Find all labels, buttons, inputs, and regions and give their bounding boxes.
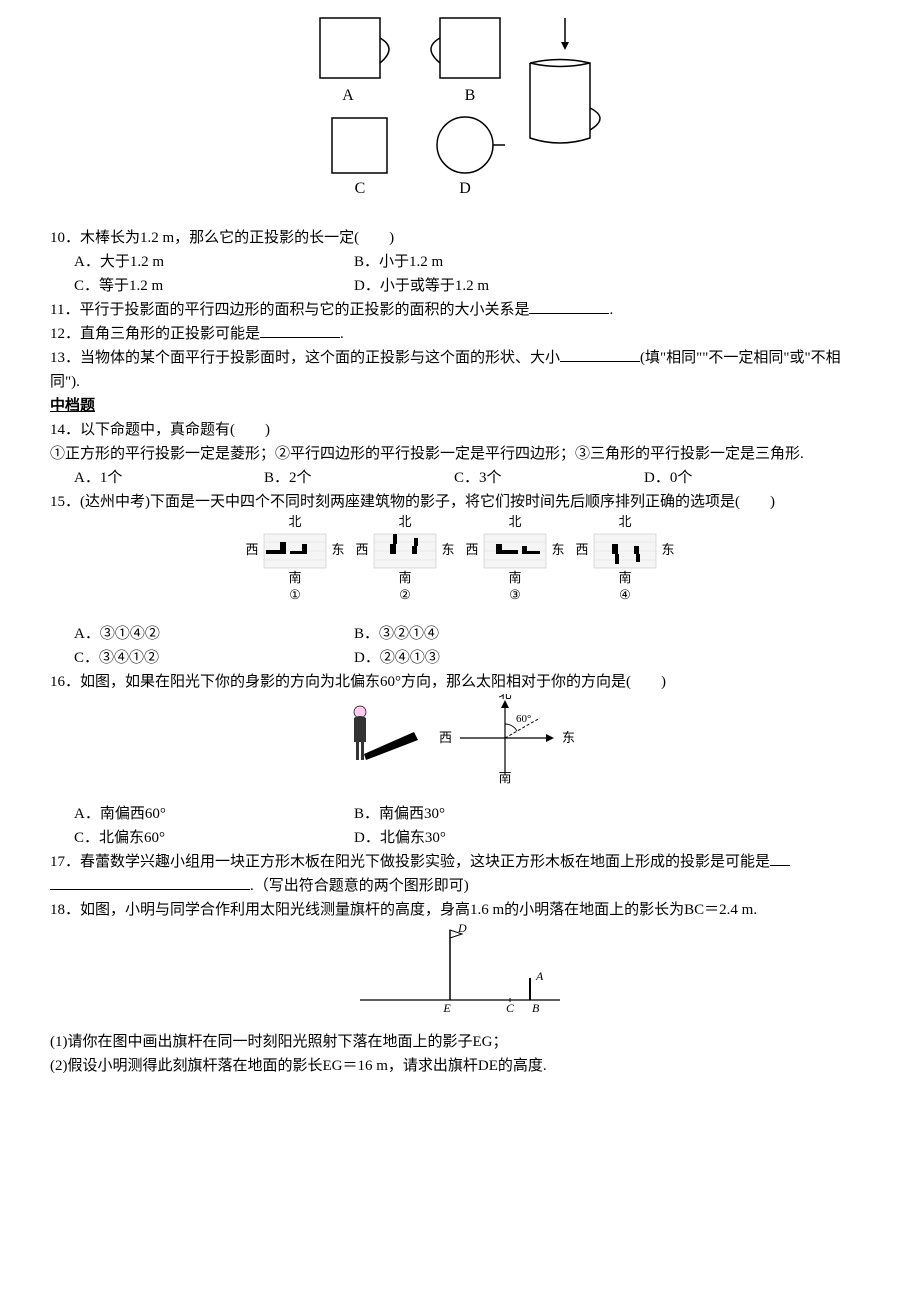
q10-opt-c: C．等于1.2 m: [74, 274, 354, 298]
svg-text:西: 西: [575, 542, 588, 557]
svg-text:东: 东: [331, 542, 344, 557]
q14-opt-b: B．2个: [264, 466, 454, 490]
q16-figure: 北 南 东 西 60°: [50, 694, 870, 792]
q17-blank-2: [50, 875, 250, 890]
svg-text:A: A: [342, 87, 354, 104]
q15-opt-c: C．③④①②: [74, 646, 354, 670]
svg-text:南: 南: [498, 770, 511, 784]
q10-opt-b: B．小于1.2 m: [354, 250, 634, 274]
q15-opt-b: B．③②①④: [354, 622, 634, 646]
q15-text: 15．(达州中考)下面是一天中四个不同时刻两座建筑物的影子，将它们按时间先后顺序…: [50, 490, 870, 514]
svg-text:北: 北: [398, 514, 411, 529]
svg-text:北: 北: [288, 514, 301, 529]
q17-post: .（写出符合题意的两个图形即可): [250, 878, 469, 894]
q10-opt-d: D．小于或等于1.2 m: [354, 274, 634, 298]
q15-opt-d: D．②④①③: [354, 646, 634, 670]
svg-text:60°: 60°: [516, 713, 531, 725]
svg-text:西: 西: [355, 542, 368, 557]
q15-options-2: C．③④①② D．②④①③: [74, 646, 870, 670]
q16-options: A．南偏西60° B．南偏西30°: [74, 802, 870, 826]
q11: 11．平行于投影面的平行四边形的面积与它的正投影的面积的大小关系是.: [50, 298, 870, 322]
q10-opt-a: A．大于1.2 m: [74, 250, 354, 274]
q16-opt-c: C．北偏东60°: [74, 826, 354, 850]
svg-text:C: C: [506, 1001, 515, 1012]
section-mid-title: 中档题: [50, 394, 870, 418]
svg-text:南: 南: [288, 570, 301, 585]
svg-text:西: 西: [439, 730, 452, 745]
svg-text:北: 北: [618, 514, 631, 529]
q18-figure: D E A B C: [50, 922, 870, 1020]
q14-text: 14．以下命题中，真命题有( ): [50, 418, 870, 442]
q18-sub1: (1)请你在图中画出旗杆在同一时刻阳光照射下落在地面上的影子EG；: [50, 1030, 870, 1054]
q15-figure: 北 西 东 南 ① 北 西 东 南: [50, 514, 870, 612]
q16-text: 16．如图，如果在阳光下你的身影的方向为北偏东60°方向，那么太阳相对于你的方向…: [50, 670, 870, 694]
cups-diagram: A B C D: [310, 8, 610, 208]
q9-figure: A B C D: [50, 8, 870, 216]
q13-pre: 13．当物体的某个面平行于投影面时，这个面的正投影与这个面的形状、大小: [50, 350, 560, 366]
q12: 12．直角三角形的正投影可能是.: [50, 322, 870, 346]
svg-text:②: ②: [399, 587, 411, 602]
svg-text:东: 东: [562, 730, 575, 745]
svg-text:③: ③: [509, 587, 521, 602]
q12-post: .: [340, 326, 344, 342]
q11-post: .: [609, 302, 613, 318]
svg-text:东: 东: [661, 542, 674, 557]
q14-statements: ①正方形的平行投影一定是菱形；②平行四边形的平行投影一定是平行四边形；③三角形的…: [50, 442, 870, 466]
svg-text:C: C: [355, 180, 366, 197]
svg-text:西: 西: [245, 542, 258, 557]
svg-text:D: D: [457, 922, 467, 935]
q14-opt-a: A．1个: [74, 466, 264, 490]
svg-text:北: 北: [508, 514, 521, 529]
q10-text: 10．木棒长为1.2 m，那么它的正投影的长一定( ): [50, 226, 870, 250]
svg-text:西: 西: [465, 542, 478, 557]
q18-sub2: (2)假设小明测得此刻旗杆落在地面的影长EG＝16 m，请求出旗杆DE的高度.: [50, 1054, 870, 1078]
q15-opt-a: A．③①④②: [74, 622, 354, 646]
svg-text:B: B: [532, 1001, 540, 1012]
svg-text:①: ①: [289, 587, 301, 602]
svg-text:南: 南: [618, 570, 631, 585]
svg-text:南: 南: [508, 570, 521, 585]
q10-options-2: C．等于1.2 m D．小于或等于1.2 m: [74, 274, 870, 298]
q12-blank: [260, 323, 340, 338]
q14-opt-d: D．0个: [644, 466, 834, 490]
svg-text:④: ④: [619, 587, 631, 602]
q15-options: A．③①④② B．③②①④: [74, 622, 870, 646]
q11-blank: [529, 299, 609, 314]
q17: 17．春蕾数学兴趣小组用一块正方形木板在阳光下做投影实验，这块正方形木板在地面上…: [50, 850, 870, 874]
q14-opt-c: C．3个: [454, 466, 644, 490]
q18-text: 18．如图，小明与同学合作利用太阳光线测量旗杆的高度，身高1.6 m的小明落在地…: [50, 898, 870, 922]
svg-text:南: 南: [398, 570, 411, 585]
q16-opt-a: A．南偏西60°: [74, 802, 354, 826]
q10-options: A．大于1.2 m B．小于1.2 m: [74, 250, 870, 274]
q17-line2: .（写出符合题意的两个图形即可): [50, 874, 870, 898]
q16-opt-b: B．南偏西30°: [354, 802, 634, 826]
q14-options: A．1个 B．2个 C．3个 D．0个: [74, 466, 870, 490]
svg-text:A: A: [535, 969, 544, 983]
svg-text:北: 北: [498, 694, 511, 701]
q16-opt-d: D．北偏东30°: [354, 826, 634, 850]
q17-blank-1: [770, 851, 790, 866]
q13-blank: [560, 347, 640, 362]
q11-pre: 11．平行于投影面的平行四边形的面积与它的正投影的面积的大小关系是: [50, 302, 529, 318]
shadow-diagram: 北 西 东 南 ① 北 西 东 南: [240, 514, 680, 604]
svg-text:B: B: [465, 87, 476, 104]
q13: 13．当物体的某个面平行于投影面时，这个面的正投影与这个面的形状、大小(填"相同…: [50, 346, 870, 394]
q17-pre: 17．春蕾数学兴趣小组用一块正方形木板在阳光下做投影实验，这块正方形木板在地面上…: [50, 854, 770, 870]
svg-text:东: 东: [551, 542, 564, 557]
q12-pre: 12．直角三角形的正投影可能是: [50, 326, 260, 342]
flagpole-diagram: D E A B C: [350, 922, 570, 1012]
q16-options-2: C．北偏东60° D．北偏东30°: [74, 826, 870, 850]
svg-text:东: 东: [441, 542, 454, 557]
compass-diagram: 北 南 东 西 60°: [330, 694, 590, 784]
svg-text:D: D: [459, 180, 471, 197]
svg-text:E: E: [442, 1001, 451, 1012]
